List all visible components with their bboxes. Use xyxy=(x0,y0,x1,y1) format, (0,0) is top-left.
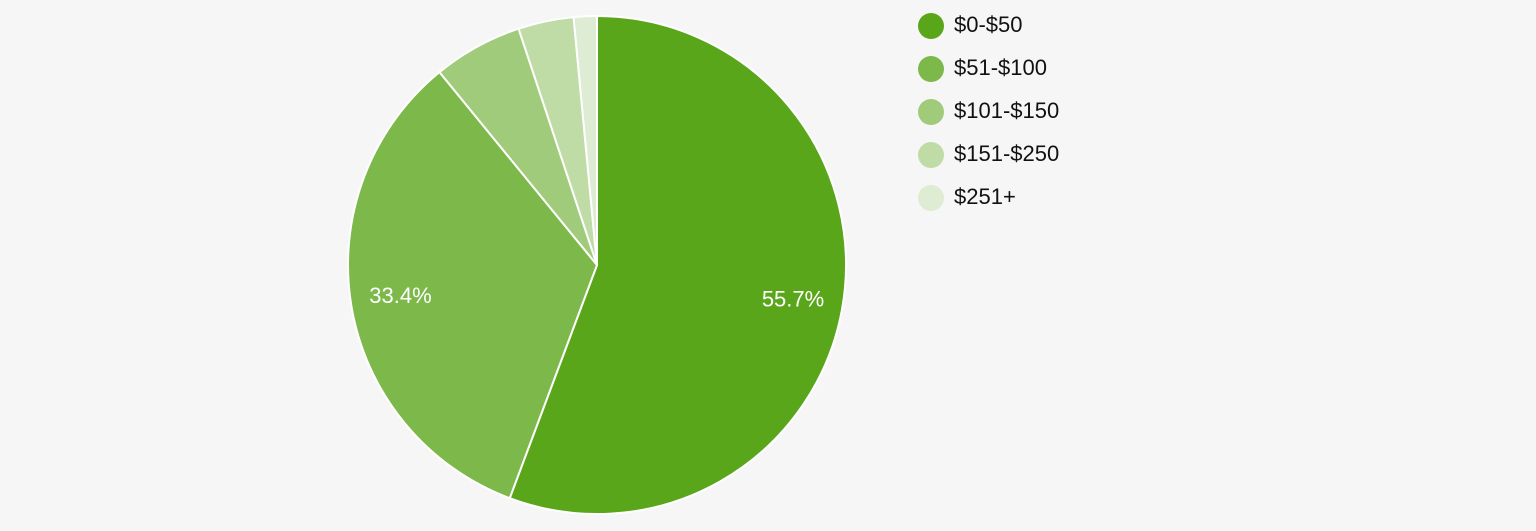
slice-label-2: 33.4% xyxy=(369,283,431,308)
slice-label-1: 55.7% xyxy=(762,286,824,311)
legend-swatch-2 xyxy=(918,56,944,82)
legend: $0-$50 $51-$100 $101-$150 $151-$250 $251+ xyxy=(918,12,1059,211)
legend-label-3: $101-$150 xyxy=(954,98,1059,123)
pie-slice-5 xyxy=(572,14,598,266)
pie-slice-1 xyxy=(508,14,847,515)
legend-label-2: $51-$100 xyxy=(954,55,1047,80)
legend-label-4: $151-$250 xyxy=(954,141,1059,166)
legend-label-1: $0-$50 xyxy=(954,12,1023,37)
legend-swatch-4 xyxy=(918,142,944,168)
legend-swatch-3 xyxy=(918,99,944,125)
pie-slices xyxy=(347,14,847,515)
legend-swatch-5 xyxy=(918,185,944,211)
pie-labels: 55.7% 33.4% xyxy=(369,283,824,311)
pie-slice-2 xyxy=(347,70,599,500)
legend-swatch-1 xyxy=(918,13,944,39)
legend-label-5: $251+ xyxy=(954,184,1016,209)
